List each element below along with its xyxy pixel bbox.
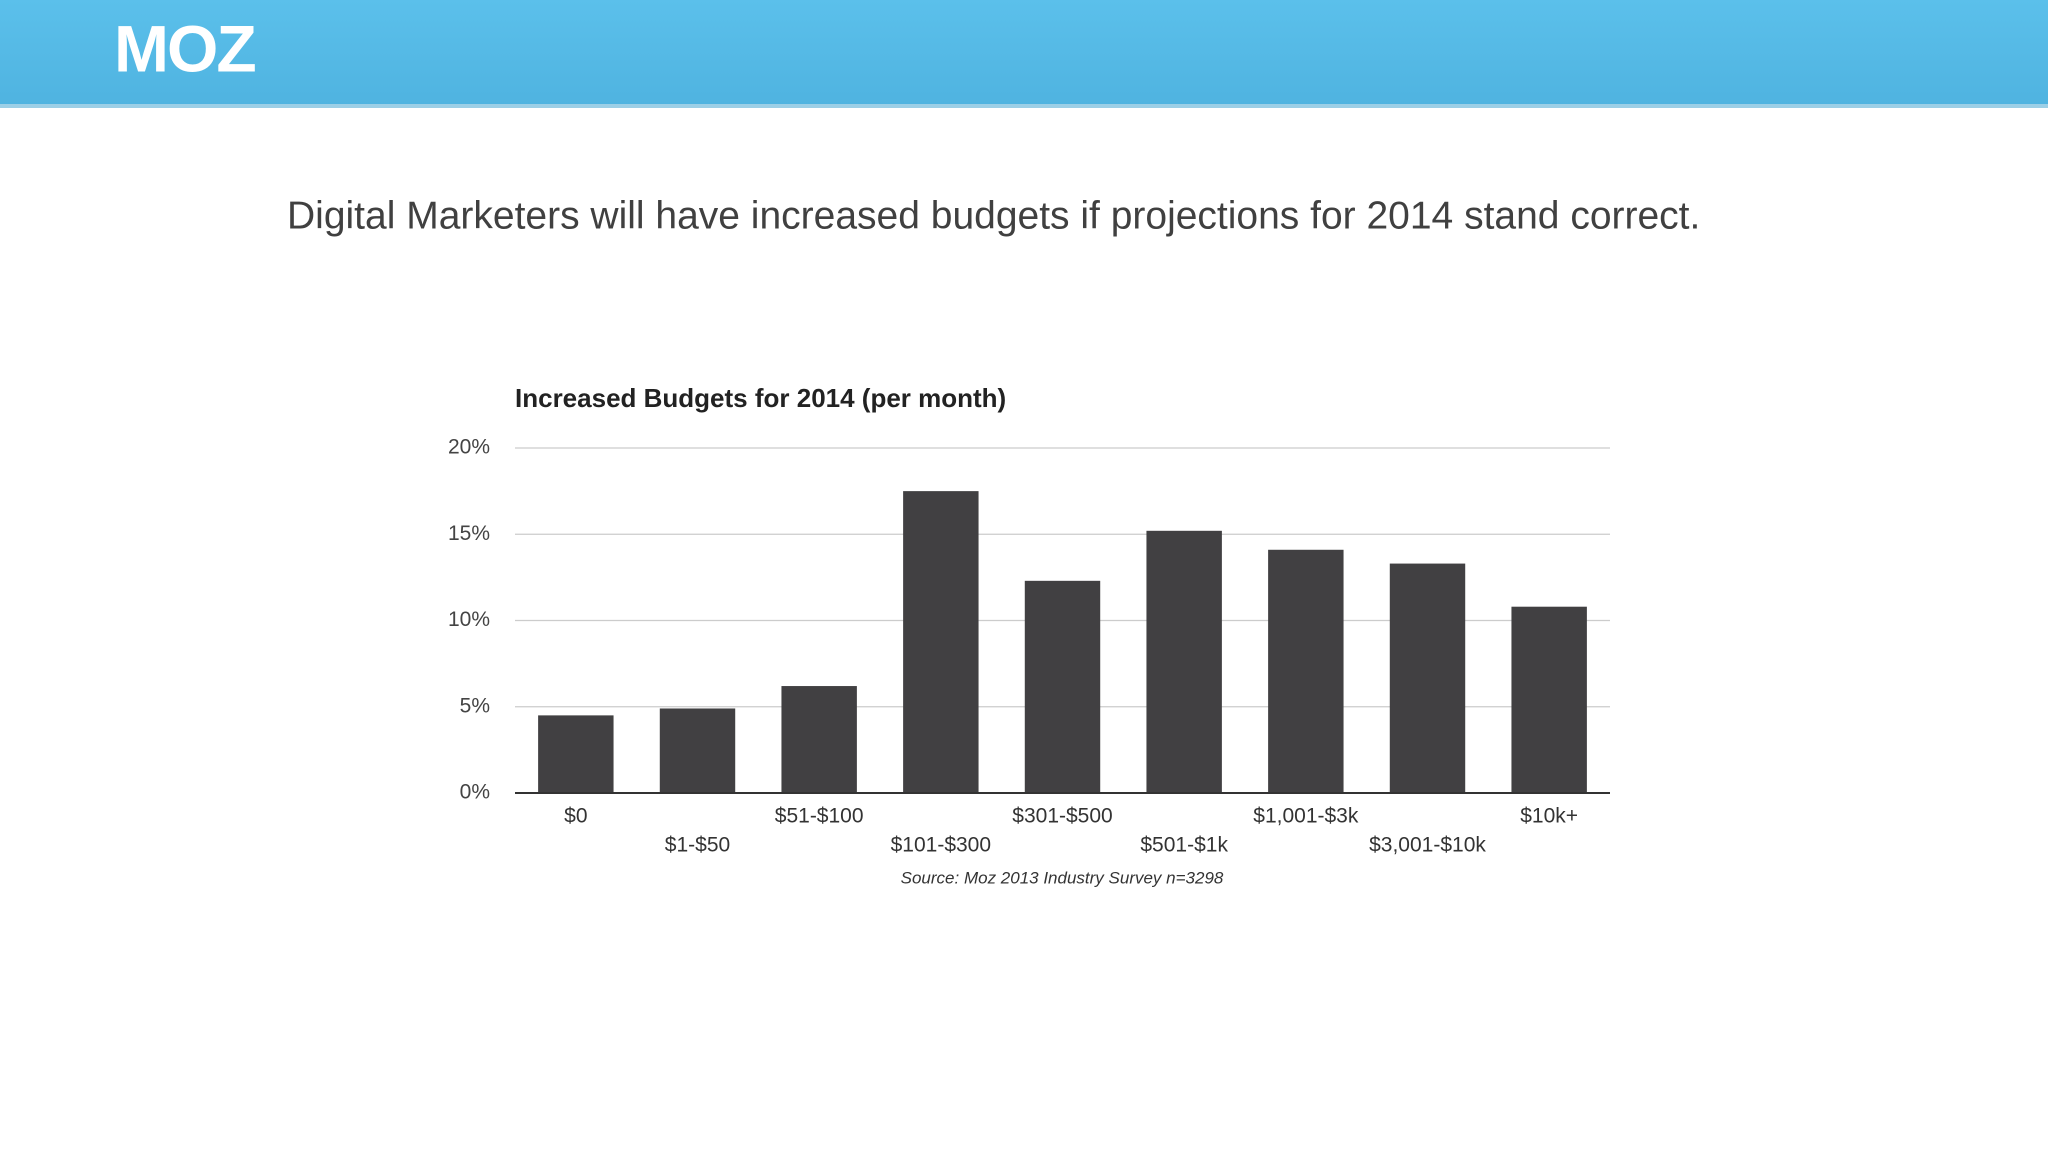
bar [1511, 606, 1587, 793]
x-tick-label: $501-$1k [1140, 834, 1228, 857]
header-shadow [0, 104, 2048, 108]
x-tick-label: $1,001-$3k [1253, 805, 1359, 828]
header-bar [0, 0, 2048, 106]
chart-title: Increased Budgets for 2014 (per month) [515, 383, 1006, 413]
bar [1389, 563, 1466, 793]
x-tick-label: $3,001-$10k [1369, 834, 1486, 857]
x-tick-label: $301-$500 [1012, 805, 1112, 828]
x-tick-label: $10k+ [1520, 805, 1578, 828]
bar [659, 708, 736, 793]
y-tick-label: 10% [448, 608, 490, 631]
x-tick-label: $101-$300 [891, 834, 991, 857]
bar [903, 491, 979, 793]
y-tick-label: 15% [448, 522, 490, 545]
y-tick-label: 20% [448, 436, 490, 459]
y-tick-label: 0% [460, 781, 490, 804]
bar [1268, 549, 1344, 793]
logo: MOZ [114, 11, 255, 85]
bar [1024, 580, 1101, 793]
bar [781, 686, 857, 793]
x-tick-label: $51-$100 [775, 805, 864, 828]
bar [1146, 530, 1222, 793]
bar [538, 715, 614, 793]
x-tick-label: $1-$50 [665, 834, 730, 857]
y-tick-label: 5% [460, 694, 490, 717]
headline: Digital Marketers will have increased bu… [287, 194, 1700, 237]
source-note: Source: Moz 2013 Industry Survey n=3298 [901, 868, 1224, 887]
x-tick-label: $0 [564, 805, 587, 828]
